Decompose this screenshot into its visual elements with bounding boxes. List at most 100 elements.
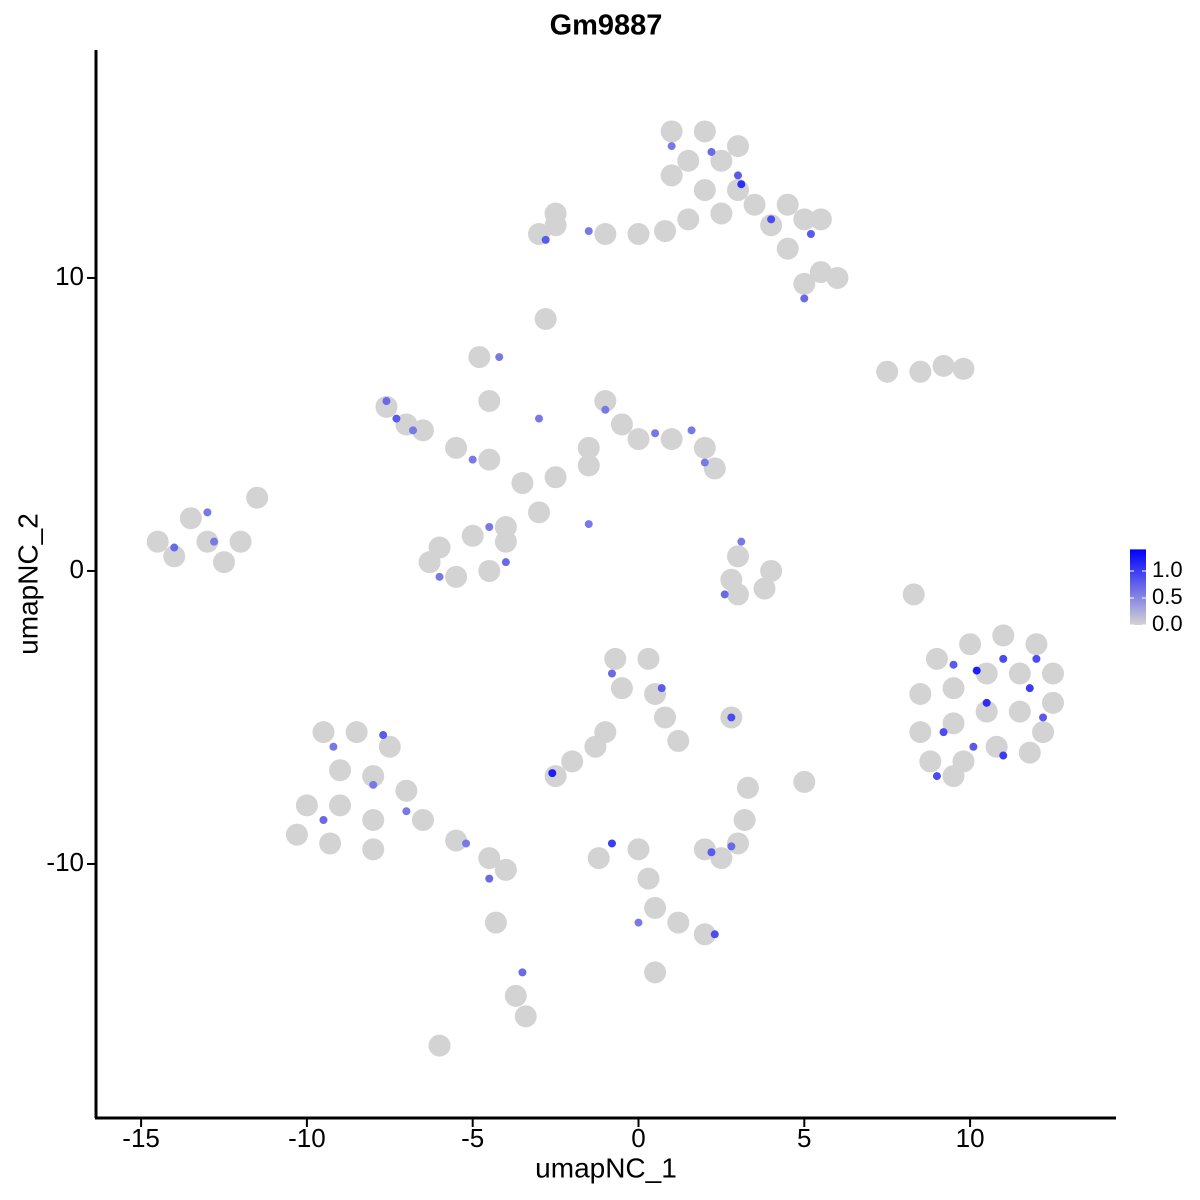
point [660,120,683,143]
point [229,530,252,553]
point [587,847,610,870]
point [733,809,756,832]
colorbar-tick-label: 0.0 [1152,611,1183,636]
point [902,583,925,606]
point [760,559,783,582]
point [720,590,729,599]
x-tick-label: 5 [797,1123,811,1153]
point [179,507,202,530]
point [959,633,982,656]
point [737,180,746,189]
point [418,551,441,574]
y-tick-label: 10 [55,261,84,291]
point [329,794,352,817]
point [992,624,1015,647]
point [703,457,726,480]
point [654,220,677,243]
point [975,662,998,685]
point [909,360,932,383]
point [528,501,551,524]
point [651,429,660,438]
point [212,551,235,574]
point [710,149,733,172]
point [727,713,736,722]
point [478,847,501,870]
point [362,809,385,832]
point [949,660,958,669]
point [610,677,633,700]
y-tick-label: 0 [70,554,84,584]
point [445,565,468,588]
point [577,454,600,477]
points-layer [146,120,1064,1057]
point [501,558,510,567]
point [693,120,716,143]
point [806,230,815,239]
point [544,466,567,489]
point [876,360,899,383]
point [925,647,948,670]
point [170,543,179,552]
point [468,455,477,464]
point [1032,654,1041,663]
point [637,867,660,890]
point [952,357,975,380]
point [1041,662,1064,685]
point [657,684,666,693]
point [700,458,709,467]
point [800,294,809,303]
point [1008,662,1031,685]
x-tick-label: -5 [461,1123,484,1153]
point [634,918,643,927]
point [667,911,690,934]
point [667,729,690,752]
point [411,809,434,832]
point [461,524,484,547]
point [163,545,186,568]
colorbar [1130,549,1146,625]
point [478,448,501,471]
point [743,193,766,216]
y-tick-label: -10 [46,847,84,877]
point [504,984,527,1007]
point [809,208,832,231]
point [733,171,742,180]
point [478,390,501,413]
point [577,436,600,459]
point [445,829,468,852]
point [548,769,557,778]
point [919,750,942,773]
point [362,765,385,788]
point [693,179,716,202]
point [776,237,799,260]
point [707,848,716,857]
point [445,436,468,459]
point [1025,633,1048,656]
point [375,395,398,418]
point [975,700,998,723]
point [1018,741,1041,764]
point [409,426,418,435]
point [826,266,849,289]
point [637,647,660,670]
point [362,838,385,861]
chart-title: Gm9887 [550,10,663,42]
point [478,559,501,582]
point [654,706,677,729]
point [972,666,981,675]
point [1008,700,1031,723]
point [345,721,368,744]
point [428,1034,451,1057]
point [942,677,965,700]
point [776,193,799,216]
point [378,735,401,758]
point [999,654,1008,663]
point [395,779,418,802]
point [544,765,567,788]
point [932,772,941,781]
point [909,721,932,744]
point [1032,721,1055,744]
point [660,428,683,451]
